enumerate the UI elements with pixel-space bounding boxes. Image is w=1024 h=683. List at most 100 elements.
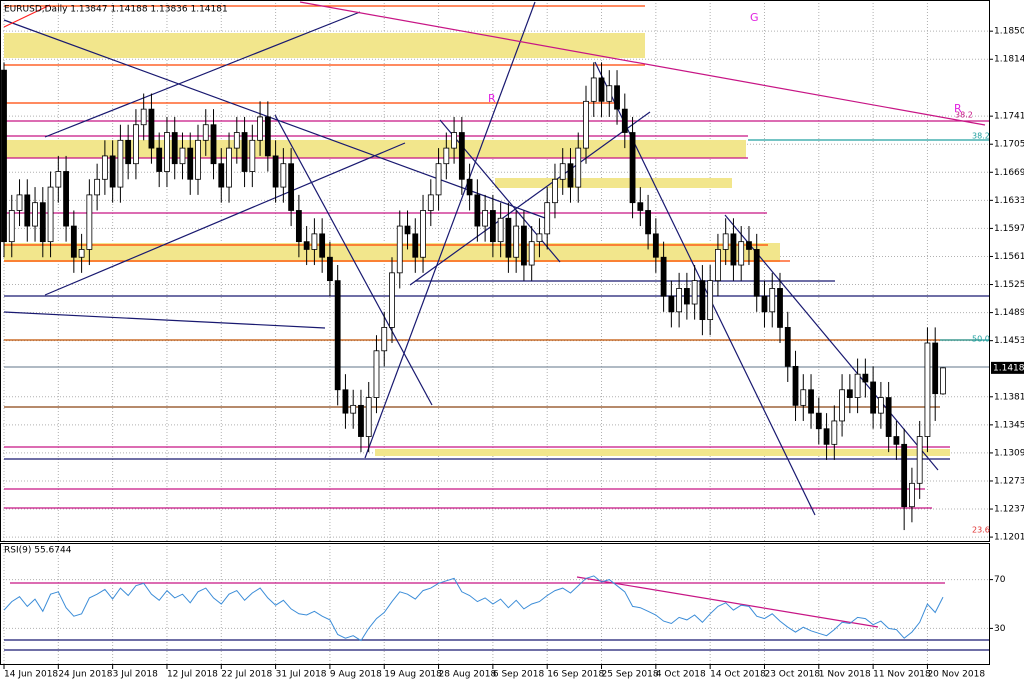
candle-body — [691, 280, 698, 305]
candle-body — [295, 210, 302, 243]
y-tick-label: 1.14890 — [994, 308, 1024, 318]
candle-body — [482, 210, 489, 227]
x-tick-label: 4 Oct 2018 — [656, 670, 706, 680]
candle-body — [8, 210, 15, 243]
y-tick-label: 1.13450 — [994, 420, 1024, 430]
candle-body — [264, 116, 271, 157]
x-tick-label: 3 Jul 2018 — [113, 670, 158, 680]
zone — [4, 243, 780, 262]
candle-body — [932, 342, 939, 395]
rsi-trendline — [576, 576, 879, 628]
candle-body — [16, 194, 23, 211]
candle-body — [32, 202, 38, 227]
candle-body — [272, 155, 279, 188]
candle-body — [722, 233, 729, 250]
price-tag: 1.14181 — [993, 363, 1024, 373]
candle-body — [536, 233, 543, 243]
x-tick-label: 22 Jul 2018 — [221, 670, 272, 680]
candle-body — [350, 404, 357, 414]
candle-body — [916, 436, 923, 484]
candle-body — [567, 163, 574, 188]
candle-body — [133, 124, 139, 165]
x-tick-label: 14 Jun 2018 — [4, 670, 58, 680]
y-tick-label: 1.12370 — [994, 505, 1024, 515]
candle-body — [257, 116, 263, 141]
candle-body — [893, 436, 900, 445]
candle-body — [125, 139, 132, 165]
candle-body — [637, 202, 644, 211]
trendline — [3, 19, 546, 219]
x-tick-label: 23 Oct 2018 — [764, 670, 820, 680]
zone — [4, 33, 645, 58]
candle-body — [715, 249, 721, 282]
candle-body — [195, 139, 201, 180]
candle-body — [590, 77, 597, 102]
candle-body — [621, 108, 628, 133]
candle-body — [924, 342, 931, 437]
candle-body — [877, 397, 884, 414]
y-tick-label: 1.15610 — [994, 252, 1024, 262]
candle-body — [846, 389, 853, 398]
y-tick-label: 1.17050 — [994, 140, 1024, 150]
rsi-line — [3, 575, 944, 642]
candle-body — [528, 241, 535, 266]
trendline — [3, 4, 51, 28]
candle-body — [614, 85, 620, 110]
candle-body — [458, 132, 465, 180]
rsi-frame — [0, 543, 990, 665]
candle-body — [552, 178, 558, 204]
trendline — [364, 1, 536, 459]
candle-body — [559, 163, 566, 180]
y-tick-label: 1.18140 — [994, 55, 1024, 65]
y-tick-label: 1.12730 — [994, 476, 1024, 486]
y-tick-label: 1.13810 — [994, 392, 1024, 402]
candle-body — [761, 295, 768, 313]
candle-body — [746, 241, 752, 250]
drawn-objects — [3, 1, 990, 651]
trendline — [274, 114, 433, 406]
zone — [375, 449, 950, 456]
candle-body — [870, 381, 877, 414]
candle-body — [373, 350, 380, 398]
y-tick-label: 1.17410 — [994, 112, 1024, 122]
trendline — [44, 142, 406, 296]
candle-body — [319, 233, 326, 258]
candle-body — [396, 225, 403, 274]
candle-body — [420, 210, 426, 258]
candle-body — [358, 404, 364, 437]
candle-body — [505, 217, 512, 258]
candle-body — [148, 108, 155, 149]
trendline — [299, 1, 986, 126]
candle-body — [55, 171, 62, 188]
candle-body — [699, 280, 706, 321]
x-tick-label: 14 Oct 2018 — [710, 670, 766, 680]
trendline — [3, 311, 326, 329]
candle-body — [218, 163, 225, 188]
candle-body — [303, 241, 310, 250]
candle-body — [831, 420, 838, 445]
candle-body — [381, 327, 388, 352]
candle-body — [769, 288, 776, 313]
candle-body — [443, 147, 450, 165]
y-tick-label: 1.13090 — [994, 448, 1024, 458]
candle-body — [474, 194, 481, 227]
candle-body — [334, 280, 341, 391]
candle-body — [412, 233, 419, 258]
candle-body — [854, 373, 861, 398]
chart-title: EURUSD,Daily 1.13847 1.14188 1.13836 1.1… — [4, 5, 228, 15]
candle-body — [909, 482, 915, 508]
candle-body — [86, 194, 93, 250]
candle-body — [940, 367, 946, 395]
y-tick-label: 1.15970 — [994, 224, 1024, 234]
zone — [495, 178, 732, 188]
candle-body — [784, 327, 791, 367]
candle-body — [280, 163, 287, 188]
candle-body — [800, 389, 807, 406]
candle-body — [901, 443, 908, 508]
x-tick-label: 24 Jun 2018 — [58, 670, 112, 680]
candle-body — [365, 397, 372, 437]
x-tick-label: 1 Nov 2018 — [819, 670, 871, 680]
candle-body — [1, 69, 7, 243]
